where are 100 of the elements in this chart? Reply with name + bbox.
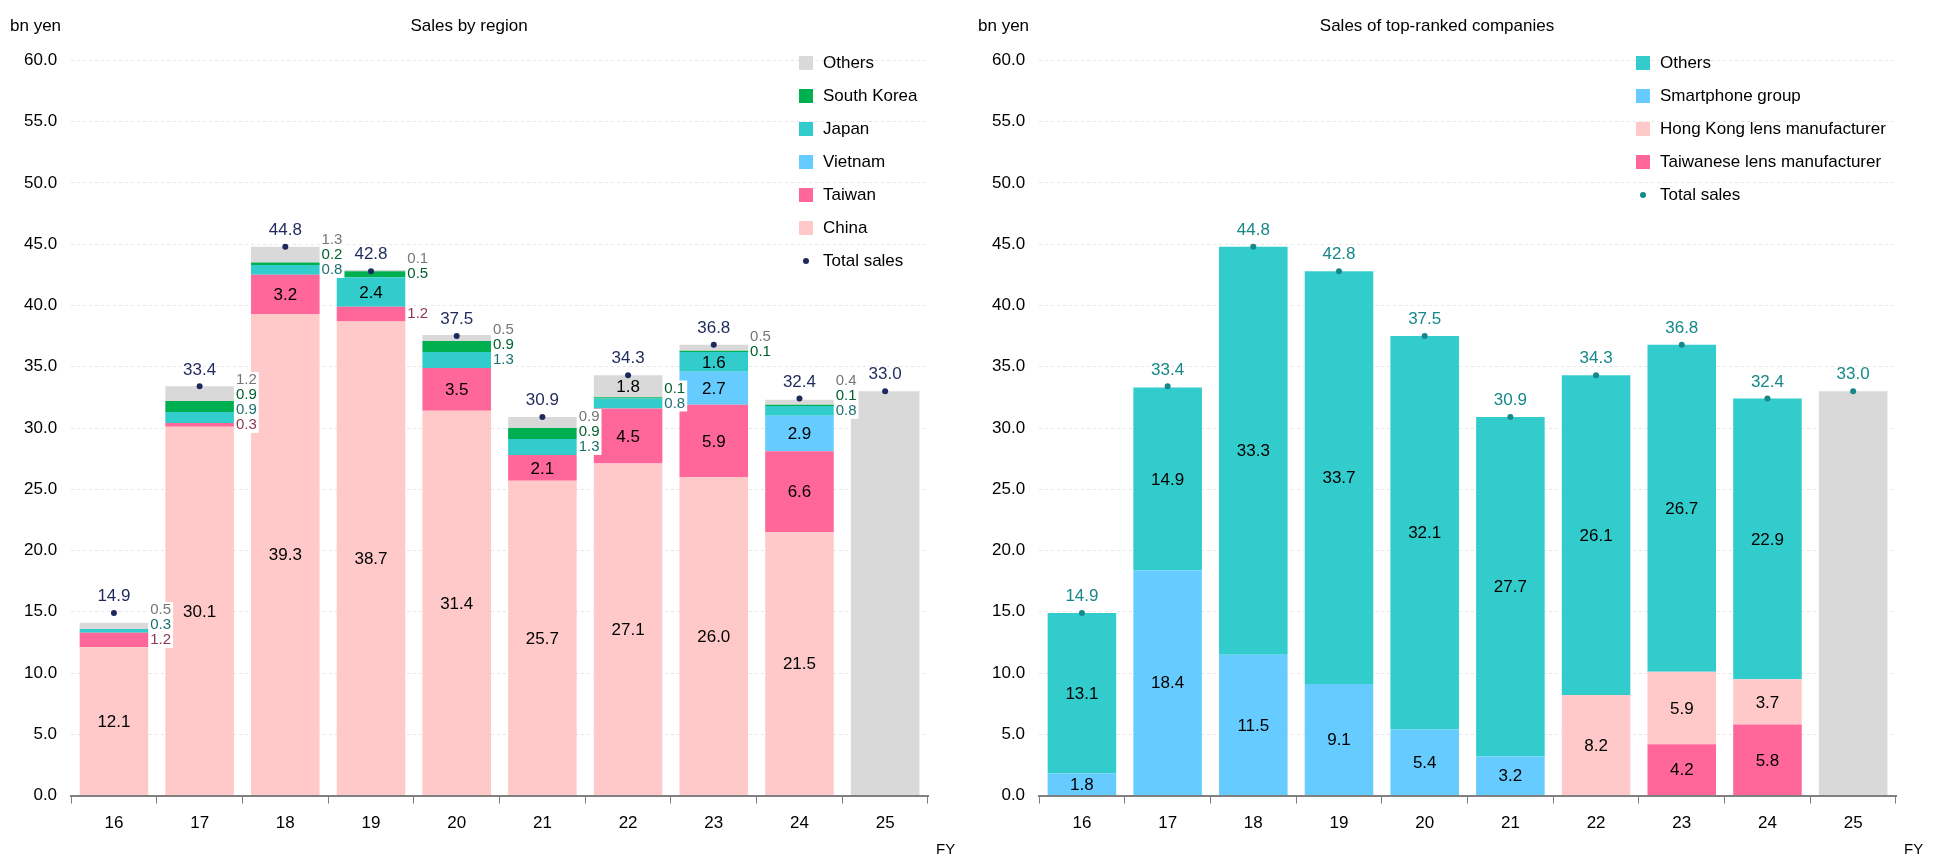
data-label: 14.9 [1065, 586, 1099, 606]
x-tick-label: 22 [618, 813, 638, 833]
bar [1733, 398, 1802, 680]
x-tick-label: 20 [447, 813, 467, 833]
y-tick-label: 5.0 [33, 724, 58, 744]
data-label: 37.5 [1408, 309, 1442, 329]
bar [165, 401, 234, 413]
data-label: 0.9 [235, 400, 257, 418]
data-label: 4.5 [616, 426, 640, 446]
bar [1133, 387, 1202, 571]
data-label: 33.0 [1836, 364, 1870, 384]
bar [336, 321, 406, 796]
data-label: 30.1 [183, 601, 217, 621]
bar [1818, 391, 1888, 796]
bar [1390, 729, 1459, 796]
y-axis-title: bn yen [10, 15, 62, 35]
chart-title: Sales of top-ranked companies [1319, 15, 1555, 35]
data-label: 0.9 [235, 385, 257, 403]
data-label: 1.8 [616, 377, 640, 397]
x-tick-label: 24 [790, 813, 809, 833]
y-tick-label: 20.0 [23, 540, 58, 560]
point [453, 333, 460, 340]
data-label: 8.2 [1584, 735, 1608, 755]
bar [593, 463, 663, 796]
data-label: 0.3 [235, 415, 257, 433]
bar [251, 265, 320, 275]
point [882, 388, 889, 395]
bar [251, 246, 320, 263]
bar [765, 405, 834, 416]
x-tick-label: 25 [875, 813, 895, 833]
data-label: 39.3 [268, 545, 302, 565]
data-label: 33.3 [1236, 441, 1270, 461]
bar [1647, 744, 1717, 796]
data-label: 26.7 [1665, 498, 1699, 518]
bar [1219, 246, 1288, 655]
data-label: 33.4 [1151, 359, 1185, 379]
legend-label: Others [1660, 52, 1712, 73]
bar [508, 439, 577, 455]
data-label: 34.3 [611, 348, 645, 368]
y-tick-label: 5.0 [1001, 724, 1026, 744]
bar [422, 341, 491, 353]
data-label: 14.9 [1151, 469, 1185, 489]
bar [79, 647, 149, 796]
y-tick-label: 0.0 [1001, 785, 1026, 805]
data-label: 0.5 [492, 320, 514, 338]
point [282, 243, 289, 250]
bar [508, 416, 577, 428]
point [1764, 395, 1771, 402]
y-tick-label: 15.0 [23, 601, 58, 621]
point [710, 341, 717, 348]
bar [79, 632, 149, 648]
point [1678, 341, 1685, 348]
data-label: 32.4 [1750, 371, 1785, 391]
y-tick-label: 45.0 [23, 233, 58, 253]
data-label: 4.2 [1669, 760, 1694, 780]
bar [508, 454, 577, 481]
bar [508, 480, 577, 796]
data-label: 0.1 [750, 341, 771, 359]
legend-label: Taiwanese lens manufacturer [1660, 151, 1882, 172]
y-tick-label: 25.0 [991, 478, 1026, 498]
bar [1476, 756, 1545, 796]
data-label: 1.3 [321, 230, 343, 248]
point [368, 268, 375, 275]
data-label: 1.8 [1070, 775, 1094, 795]
x-tick-label: 17 [1158, 813, 1178, 833]
bar [251, 274, 320, 315]
point [1507, 413, 1514, 420]
point [796, 395, 803, 402]
y-tick-label: 45.0 [991, 233, 1026, 253]
bar [79, 628, 149, 633]
bar [1304, 271, 1374, 685]
x-tick-label: 23 [704, 813, 724, 833]
y-tick-label: 0.0 [33, 785, 58, 805]
bar [336, 306, 406, 322]
bar [1733, 724, 1802, 796]
data-label: 0.5 [750, 326, 771, 344]
y-tick-label: 60.0 [991, 50, 1026, 70]
legend-label: Hong Kong lens manufacturer [1660, 118, 1886, 139]
data-label: 32.4 [782, 371, 817, 391]
data-label: 0.9 [578, 407, 600, 425]
x-tick-label: 17 [190, 813, 210, 833]
bar [765, 451, 834, 533]
bar [679, 477, 749, 796]
data-label: 14.9 [97, 586, 131, 606]
legend-label: Taiwan [823, 184, 876, 205]
bar [1476, 416, 1545, 757]
y-tick-label: 50.0 [991, 172, 1026, 192]
data-label: 21.5 [782, 654, 817, 674]
data-label: 2.4 [359, 282, 383, 302]
data-label: 5.8 [1755, 750, 1780, 770]
y-tick-label: 30.0 [23, 417, 58, 437]
y-tick-label: 30.0 [991, 417, 1026, 437]
bar [1561, 375, 1631, 696]
data-label: 0.1 [407, 249, 429, 267]
x-tick-label: 24 [1758, 813, 1777, 833]
y-tick-label: 10.0 [23, 662, 58, 682]
x-tick-label: 18 [275, 813, 295, 833]
data-label: 42.8 [354, 244, 388, 264]
data-label: 36.8 [1665, 317, 1699, 337]
y-tick-label: 35.0 [991, 356, 1026, 376]
